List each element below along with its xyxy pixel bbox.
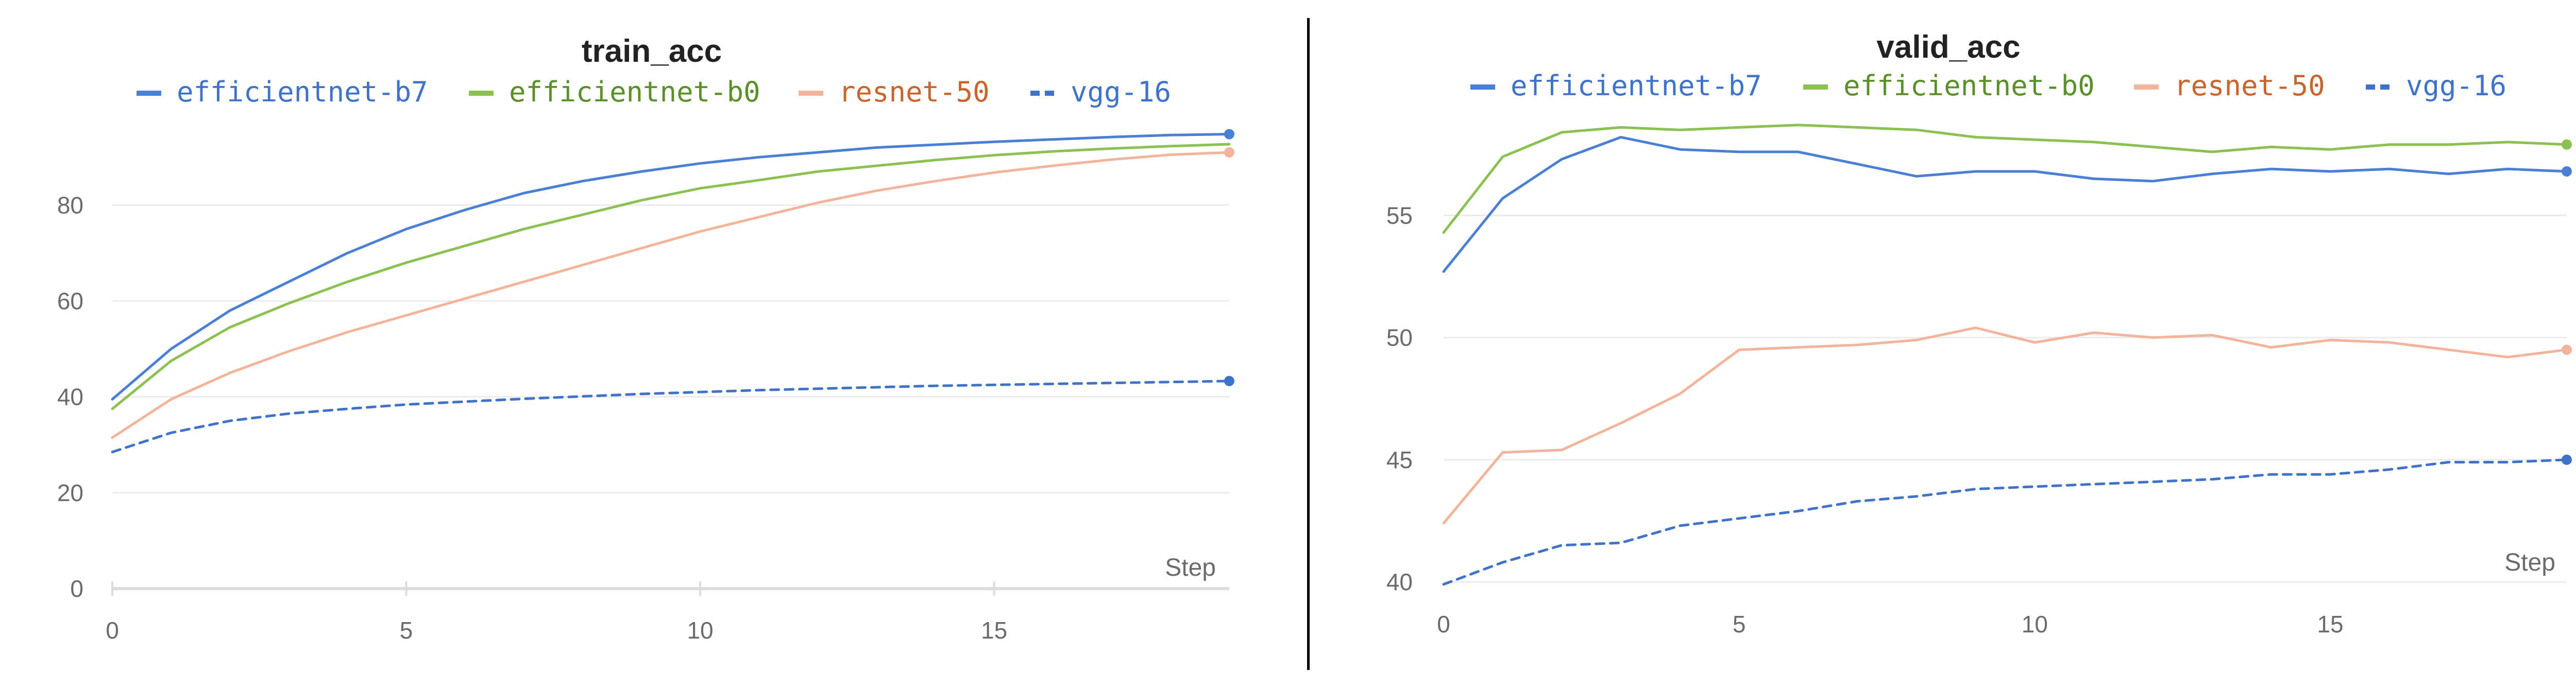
series-line-efficientnet-b0 [111, 143, 1231, 410]
series-end-point-vgg-16 [1224, 375, 1234, 386]
x-tick-label: 0 [1437, 611, 1450, 638]
y-tick-label: 40 [1386, 569, 1413, 595]
y-tick-label: 55 [1386, 202, 1413, 229]
legend-item-resnet-50: resnet-50 [799, 76, 990, 108]
series-line-resnet-50 [111, 151, 1231, 439]
series-end-point-vgg-16 [2562, 454, 2572, 465]
y-tick-label: 20 [57, 479, 83, 506]
legend-item-resnet-50: resnet-50 [2134, 70, 2325, 102]
series-end-point-efficientnet-b0 [2562, 139, 2572, 150]
legend-label: efficientnet-b7 [177, 76, 428, 108]
series-end-point-efficientnet-b7 [1224, 129, 1234, 140]
legend-item-vgg-16: vgg-16 [2366, 70, 2506, 102]
series-line-vgg-16 [111, 380, 1231, 454]
series-line-efficientnet-b7 [111, 133, 1231, 401]
x-tick-label: 10 [2022, 611, 2048, 638]
panel-divider [1307, 18, 1310, 670]
series-line-efficientnet-b0 [1442, 124, 2568, 234]
y-tick-label: 40 [57, 384, 83, 410]
x-tick-label: 5 [400, 617, 413, 644]
x-tick-label: 15 [2317, 611, 2343, 638]
legend-item-efficientnet-b0: efficientnet-b0 [469, 76, 760, 108]
legend-label: efficientnet-b0 [509, 76, 760, 108]
valid-acc-chart: valid_acc efficientnet-b7 efficientnet-b0 r… [1386, 29, 2572, 638]
valid-acc-panel: valid_acc efficientnet-b7 efficientnet-b0 r… [1310, 0, 2576, 688]
y-tick-label: 0 [70, 575, 83, 602]
legend-item-efficientnet-b7: efficientnet-b7 [1470, 70, 1762, 102]
legend-label: vgg-16 [1071, 76, 1171, 108]
x-axis-label: Step [1165, 554, 1216, 581]
chart-title: train_acc [582, 33, 722, 69]
series-line-resnet-50 [1442, 326, 2568, 525]
train-acc-chart: train_acc efficientnet-b7 efficientnet-b0 r… [57, 33, 1234, 644]
y-tick-label: 60 [57, 287, 83, 314]
series-line-efficientnet-b7 [1442, 135, 2568, 273]
legend-label: efficientnet-b0 [1843, 70, 2095, 102]
legend-label: vgg-16 [2406, 70, 2506, 102]
series-end-point-resnet-50 [2562, 345, 2572, 355]
legend-item-efficientnet-b7: efficientnet-b7 [137, 76, 428, 108]
x-tick-label: 10 [687, 617, 713, 644]
x-axis-label: Step [2504, 549, 2555, 576]
series-line-vgg-16 [1442, 458, 2568, 586]
series-end-point-efficientnet-b7 [2562, 166, 2572, 177]
x-tick-label: 0 [106, 617, 119, 644]
y-tick-label: 45 [1386, 446, 1413, 473]
x-tick-label: 5 [1733, 611, 1746, 638]
legend-item-efficientnet-b0: efficientnet-b0 [1803, 70, 2095, 102]
legend-label: resnet-50 [2174, 70, 2325, 102]
legend-item-vgg-16: vgg-16 [1030, 76, 1171, 108]
x-tick-label: 15 [981, 617, 1007, 644]
legend-label: efficientnet-b7 [1511, 70, 1762, 102]
y-tick-label: 80 [57, 192, 83, 218]
legend-label: resnet-50 [839, 76, 990, 108]
series-end-point-resnet-50 [1224, 147, 1234, 158]
chart-title: valid_acc [1876, 29, 2020, 65]
train-acc-panel: train_acc efficientnet-b7 efficientnet-b0 r… [57, 33, 1234, 644]
y-tick-label: 50 [1386, 324, 1413, 351]
